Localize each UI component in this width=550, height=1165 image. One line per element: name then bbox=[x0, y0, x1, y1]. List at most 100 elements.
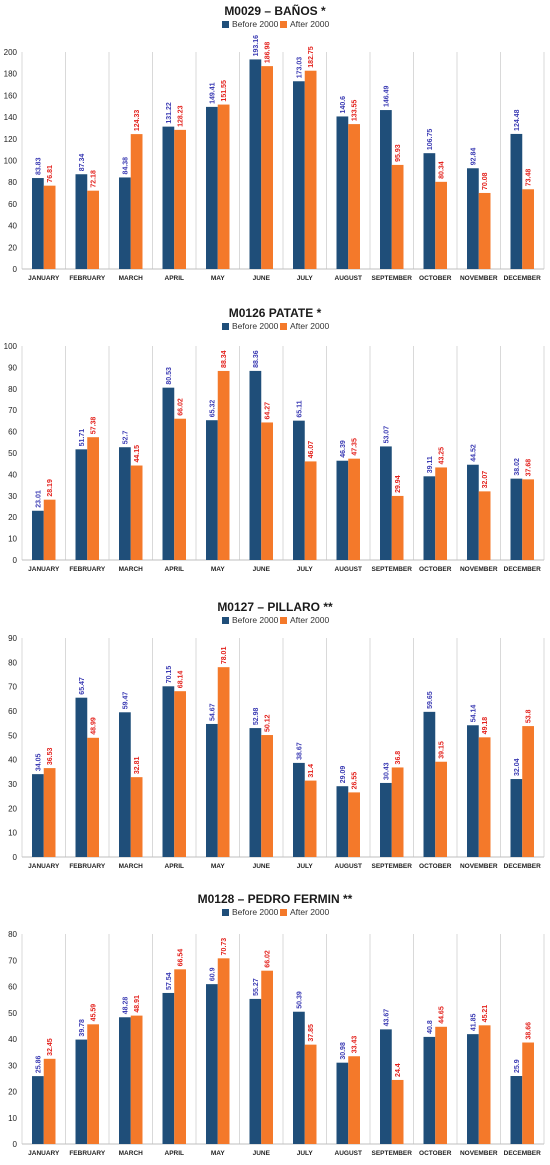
x-category-label: JUNE bbox=[253, 863, 271, 870]
y-tick-label: 100 bbox=[4, 342, 18, 351]
bar-after-2000 bbox=[174, 691, 186, 857]
legend-label-after: After 2000 bbox=[290, 907, 329, 917]
x-category-label: MAY bbox=[211, 566, 226, 573]
data-label-after-2000: 151.55 bbox=[221, 80, 228, 102]
bar-after-2000 bbox=[391, 1079, 404, 1144]
data-label-before-2000: 59.65 bbox=[427, 691, 434, 709]
x-category-label: SEPTEMBER bbox=[372, 275, 413, 282]
y-tick-label: 80 bbox=[8, 930, 17, 939]
y-tick-label: 90 bbox=[8, 634, 17, 643]
bar-after-2000 bbox=[478, 737, 491, 857]
bar-before-2000 bbox=[32, 1076, 44, 1144]
legend-label-before: Before 2000 bbox=[232, 907, 279, 917]
bar-before-2000 bbox=[467, 464, 479, 560]
bar-after-2000 bbox=[478, 192, 491, 269]
data-label-after-2000: 124.33 bbox=[134, 110, 141, 132]
legend-swatch-after bbox=[280, 21, 287, 28]
data-label-after-2000: 76.81 bbox=[47, 165, 54, 183]
data-label-after-2000: 66.02 bbox=[178, 398, 185, 416]
bar-after-2000 bbox=[43, 185, 56, 269]
bar-after-2000 bbox=[522, 1042, 534, 1144]
bar-after-2000 bbox=[261, 970, 273, 1144]
data-label-before-2000: 84.38 bbox=[122, 157, 129, 175]
bar-before-2000 bbox=[336, 786, 349, 857]
x-category-label: NOVEMBER bbox=[460, 275, 498, 282]
legend: Before 2000 After 2000 bbox=[222, 321, 329, 331]
data-label-before-2000: 65.11 bbox=[296, 400, 303, 417]
x-category-label: MAY bbox=[211, 1150, 226, 1157]
legend: Before 2000 After 2000 bbox=[222, 615, 329, 625]
bar-before-2000 bbox=[380, 782, 392, 857]
bar-after-2000 bbox=[261, 422, 273, 560]
x-category-label: JANUARY bbox=[28, 566, 60, 573]
data-label-before-2000: 52.98 bbox=[253, 707, 260, 725]
y-tick-label: 50 bbox=[8, 1009, 17, 1018]
bar-after-2000 bbox=[435, 1026, 447, 1144]
legend-swatch-before bbox=[222, 617, 229, 624]
y-tick-label: 40 bbox=[8, 470, 17, 479]
y-tick-label: 180 bbox=[4, 70, 18, 79]
data-label-before-2000: 51.71 bbox=[79, 429, 86, 447]
data-label-before-2000: 25.86 bbox=[35, 1055, 42, 1073]
bar-before-2000 bbox=[380, 1029, 392, 1144]
x-category-label: APRIL bbox=[165, 566, 185, 573]
chart-banos-svg: M0029 – BAÑOS *Before 2000 After 2000 0 20 4… bbox=[4, 3, 545, 282]
x-category-label: SEPTEMBER bbox=[372, 863, 413, 870]
category-separators bbox=[21, 52, 545, 269]
bar-after-2000 bbox=[174, 418, 186, 560]
data-label-before-2000: 65.32 bbox=[209, 400, 216, 418]
bar-before-2000 bbox=[119, 447, 131, 560]
data-label-after-2000: 33.43 bbox=[352, 1036, 359, 1054]
data-label-before-2000: 30.43 bbox=[383, 762, 390, 780]
y-tick-label: 40 bbox=[8, 1035, 17, 1044]
legend-label-after: After 2000 bbox=[290, 19, 329, 29]
chart-pillaro: M0127 – PILLARO ** Before 2000 After 2000 0… bbox=[0, 596, 550, 880]
y-axis: 0 10 20 30 40 50 60 70 80 90 bbox=[8, 634, 17, 862]
x-category-label: JANUARY bbox=[28, 1150, 60, 1157]
x-category-label: FEBRUARY bbox=[69, 275, 106, 282]
data-label-after-2000: 38.66 bbox=[526, 1022, 533, 1040]
x-category-label: NOVEMBER bbox=[460, 1150, 498, 1157]
y-tick-label: 20 bbox=[8, 1088, 17, 1097]
bar-before-2000 bbox=[510, 478, 523, 560]
bar-after-2000 bbox=[43, 768, 56, 857]
bar-before-2000 bbox=[119, 1017, 131, 1144]
x-category-label: MARCH bbox=[119, 1150, 143, 1157]
x-category-label: MAY bbox=[211, 275, 226, 282]
legend-swatch-before bbox=[222, 323, 229, 330]
bar-after-2000 bbox=[87, 1024, 99, 1144]
x-category-label: OCTOBER bbox=[419, 863, 452, 870]
bars: 23.01 28.19 51.71 57.38 52.7 44.15 80.53 66.02 6… bbox=[32, 350, 534, 560]
data-label-before-2000: 25.9 bbox=[514, 1059, 521, 1073]
data-label-after-2000: 72.18 bbox=[91, 170, 98, 188]
data-label-before-2000: 41.85 bbox=[470, 1014, 477, 1032]
bar-before-2000 bbox=[423, 711, 436, 857]
chart-patate: M0126 PATATE * Before 2000 After 2000 0 10 20… bbox=[0, 302, 550, 590]
bar-before-2000 bbox=[75, 1039, 88, 1144]
y-tick-label: 0 bbox=[13, 556, 18, 565]
chart-title: M0126 PATATE * bbox=[229, 306, 322, 320]
chart-pedro-fermin: M0128 – PEDRO FERMIN ** Before 2000 After … bbox=[0, 888, 550, 1165]
data-label-after-2000: 44.15 bbox=[134, 445, 141, 463]
chart-title: M0029 – BAÑOS * bbox=[224, 3, 326, 18]
data-label-before-2000: 106.75 bbox=[427, 129, 434, 151]
x-category-label: APRIL bbox=[165, 1150, 185, 1157]
bar-after-2000 bbox=[391, 164, 404, 269]
y-tick-label: 90 bbox=[8, 363, 17, 372]
data-label-before-2000: 193.16 bbox=[253, 35, 260, 57]
bar-before-2000 bbox=[206, 723, 218, 857]
x-category-label: JUNE bbox=[253, 566, 271, 573]
data-label-before-2000: 44.52 bbox=[470, 444, 477, 462]
data-label-before-2000: 57.54 bbox=[166, 972, 173, 990]
x-category-label: JULY bbox=[297, 863, 314, 870]
bar-after-2000 bbox=[217, 370, 230, 560]
data-label-before-2000: 83.83 bbox=[35, 157, 42, 175]
bar-after-2000 bbox=[43, 499, 56, 560]
x-category-label: SEPTEMBER bbox=[372, 566, 413, 573]
x-category-label: AUGUST bbox=[335, 863, 362, 870]
y-tick-label: 50 bbox=[8, 731, 17, 740]
bar-before-2000 bbox=[380, 110, 392, 269]
chart-banos: M0029 – BAÑOS * Before 2000 After 2000 0 20 4… bbox=[0, 0, 550, 292]
bar-before-2000 bbox=[249, 998, 262, 1144]
x-category-label: FEBRUARY bbox=[69, 863, 106, 870]
